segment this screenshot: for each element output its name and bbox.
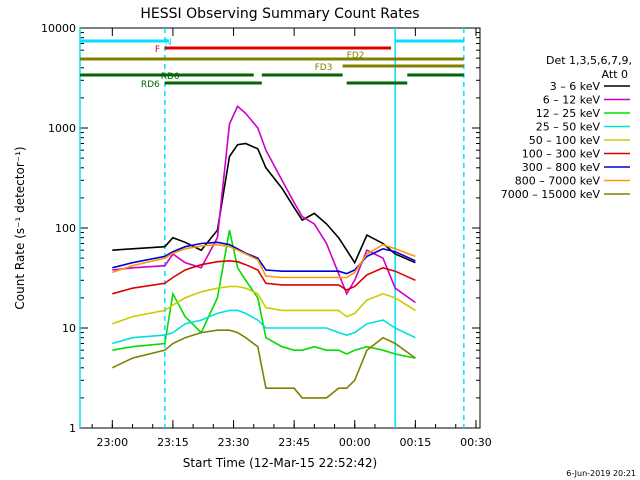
y-tick-label: 100 xyxy=(55,222,76,235)
y-axis: 1 10 100 1000 10000 xyxy=(41,22,480,435)
y-tick-label: 10 xyxy=(62,322,76,335)
x-axis-label: Start Time (12-Mar-15 22:52:42) xyxy=(183,456,377,470)
x-tick-label: 00:30 xyxy=(460,436,492,449)
x-tick-label: 00:00 xyxy=(339,436,371,449)
x-tick-label: 23:15 xyxy=(157,436,189,449)
x-tick-label: 23:00 xyxy=(96,436,128,449)
flag-label: FD3 xyxy=(315,63,333,73)
series-line xyxy=(112,104,416,304)
series-line xyxy=(111,329,416,399)
series-layer xyxy=(111,104,416,399)
series-line xyxy=(112,230,416,359)
vertical-markers xyxy=(79,28,465,428)
series-line xyxy=(112,309,416,345)
plot-area: 1 10 100 1000 10000 23:00 23:15 23:30 23:45 00:0… xyxy=(41,22,492,449)
flag-label: FD2 xyxy=(347,51,365,61)
legend-label: 50 – 100 keV xyxy=(529,134,601,147)
date-stamp: 6-Jun-2019 20:21 xyxy=(566,469,636,478)
series-line xyxy=(112,243,416,279)
legend-label: 100 – 300 keV xyxy=(522,148,601,161)
series-line xyxy=(112,142,416,265)
flag-label: F xyxy=(155,45,160,55)
legend-label: 12 – 25 keV xyxy=(536,107,601,120)
flag-label: RD6 xyxy=(141,80,160,90)
y-tick-label: 1 xyxy=(69,422,76,435)
legend-label: 800 – 7000 keV xyxy=(515,175,601,188)
legend-title-line-2: Att 0 xyxy=(602,68,628,81)
series-line xyxy=(112,259,416,295)
x-tick-label: 00:15 xyxy=(400,436,432,449)
legend-label: 3 – 6 keV xyxy=(550,80,601,93)
series-line xyxy=(112,241,416,275)
x-tick-label: 23:45 xyxy=(278,436,310,449)
legend-label: 6 – 12 keV xyxy=(543,94,601,107)
y-tick-label: 10000 xyxy=(41,22,76,35)
chart-title: HESSI Observing Summary Count Rates xyxy=(140,6,419,22)
legend-label: 300 – 800 keV xyxy=(522,161,601,174)
series-line xyxy=(112,285,416,325)
x-axis: 23:00 23:15 23:30 23:45 00:00 00:15 00:30 xyxy=(91,28,492,449)
x-tick-label: 23:30 xyxy=(218,436,250,449)
y-axis-label: Count Rate (s⁻¹ detector⁻¹) xyxy=(13,146,27,309)
flag-label: N xyxy=(165,38,172,48)
y-tick-label: 1000 xyxy=(48,122,76,135)
legend-label: 25 – 50 keV xyxy=(536,121,601,134)
flag-label: RD0 xyxy=(161,72,180,82)
legend-title-line-1: Det 1,3,5,6,7,9, xyxy=(546,54,632,67)
legend-label: 7000 – 15000 keV xyxy=(501,188,601,201)
